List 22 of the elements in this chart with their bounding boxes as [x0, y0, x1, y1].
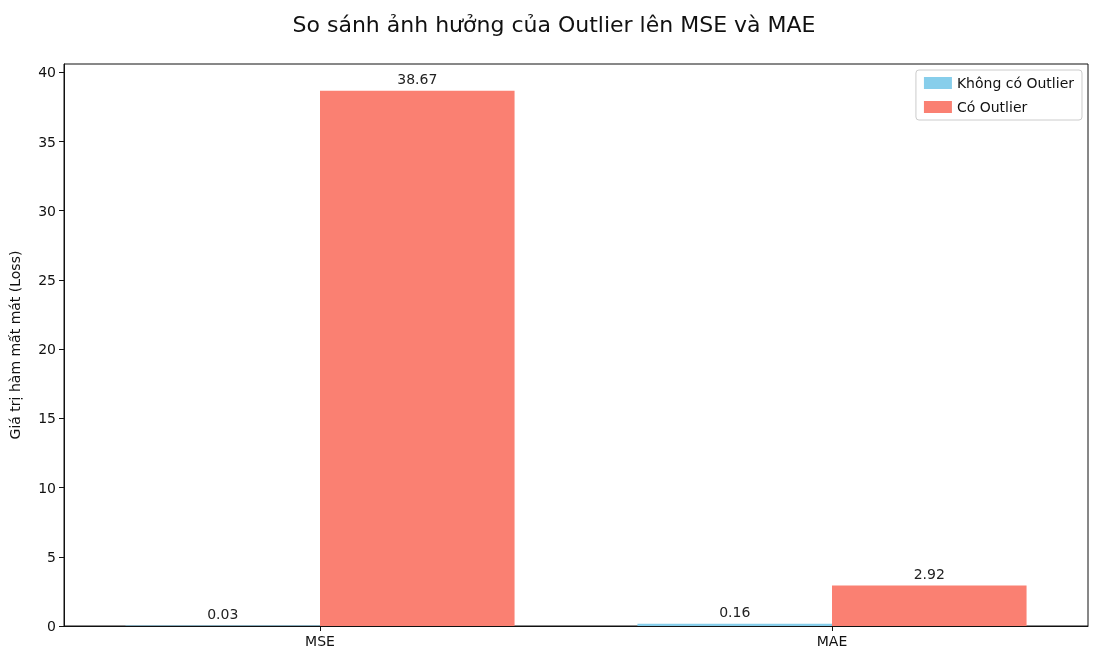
y-tick-label: 20 — [38, 341, 56, 358]
x-tick-label: MAE — [816, 633, 848, 649]
y-tick-label: 25 — [38, 271, 56, 288]
y-axis-title: Giá trị hàm mất mát (Loss) — [7, 250, 23, 440]
y-tick-label: 15 — [38, 410, 56, 427]
bar — [832, 585, 1027, 626]
x-tick-label: MSE — [305, 633, 335, 649]
y-tick-label: 10 — [38, 479, 56, 496]
y-tick-label: 35 — [38, 133, 56, 150]
data-label: 0.03 — [207, 605, 239, 622]
chart-title: So sánh ảnh hưởng của Outlier lên MSE và MAE — [292, 11, 816, 37]
y-tick-label: 0 — [47, 618, 56, 634]
y-tick-label: 5 — [47, 548, 56, 565]
data-label: 2.92 — [913, 565, 945, 582]
legend-label: Không có Outlier — [956, 75, 1075, 91]
data-label: 0.16 — [719, 603, 751, 620]
data-label: 38.67 — [397, 70, 438, 87]
y-tick-label: 30 — [38, 202, 56, 219]
bar — [637, 623, 832, 626]
legend-label: Có Outlier — [956, 99, 1028, 115]
y-tick-label: 40 — [38, 64, 56, 81]
bar — [320, 90, 515, 626]
